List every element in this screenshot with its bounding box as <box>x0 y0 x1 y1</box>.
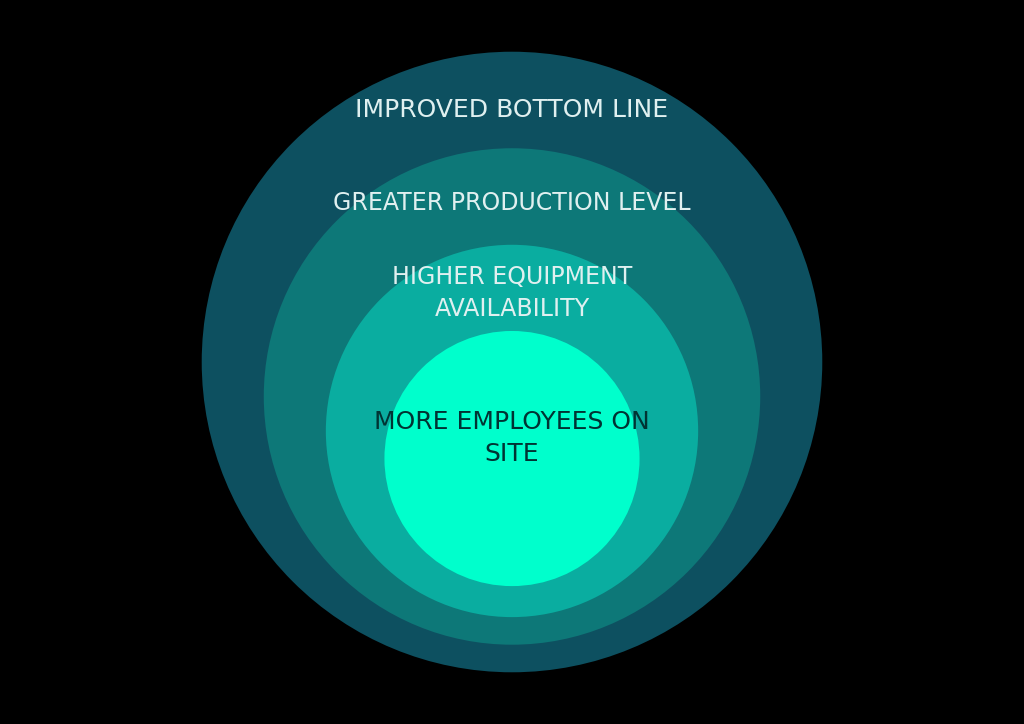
Text: GREATER PRODUCTION LEVEL: GREATER PRODUCTION LEVEL <box>333 191 691 216</box>
Text: IMPROVED BOTTOM LINE: IMPROVED BOTTOM LINE <box>355 98 669 122</box>
Text: MORE EMPLOYEES ON
SITE: MORE EMPLOYEES ON SITE <box>374 410 650 466</box>
Text: HIGHER EQUIPMENT
AVAILABILITY: HIGHER EQUIPMENT AVAILABILITY <box>392 265 632 321</box>
Circle shape <box>384 331 640 586</box>
Circle shape <box>202 51 822 673</box>
Circle shape <box>326 245 698 617</box>
Circle shape <box>264 148 760 644</box>
